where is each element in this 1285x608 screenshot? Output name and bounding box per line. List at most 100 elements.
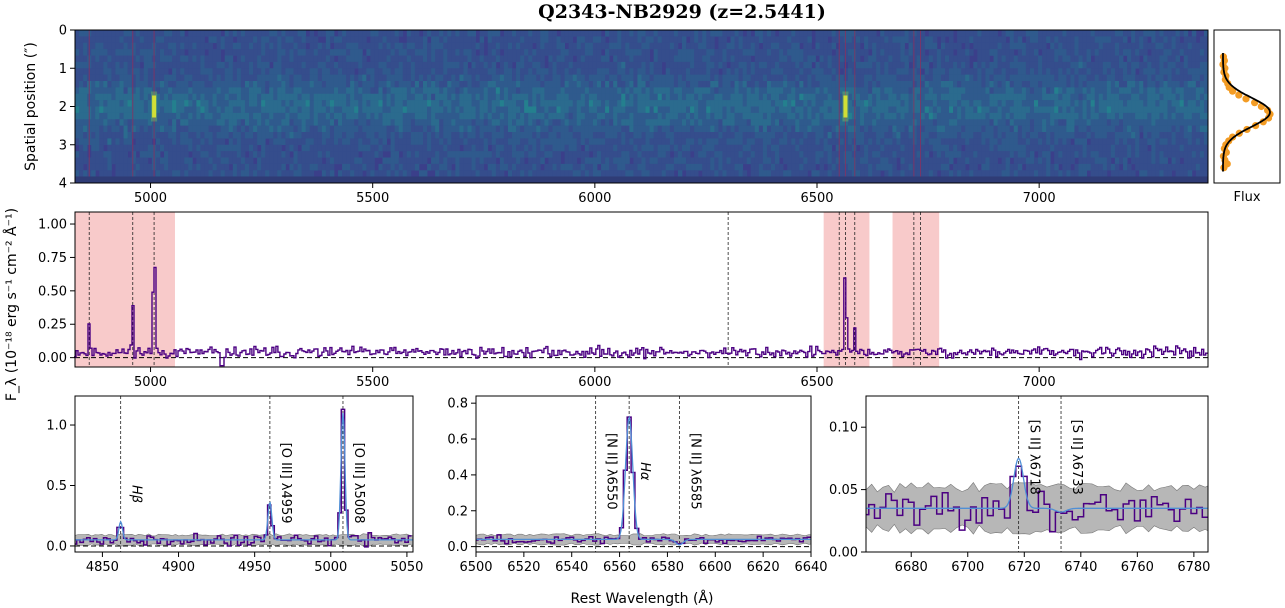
image-pixel: [779, 112, 784, 120]
image-pixel: [1102, 112, 1108, 120]
image-pixel: [1143, 74, 1148, 82]
image-pixel: [338, 138, 343, 146]
image-pixel: [1151, 61, 1156, 69]
image-pixel: [839, 138, 845, 146]
image-pixel: [831, 61, 837, 69]
image-pixel: [633, 100, 638, 107]
image-pixel: [762, 106, 768, 114]
image-pixel: [758, 87, 764, 95]
image-pixel: [1106, 112, 1112, 120]
image-pixel: [79, 49, 84, 56]
image-pixel: [216, 55, 222, 63]
image-pixel: [706, 36, 711, 44]
image-pixel: [686, 112, 691, 120]
image-pixel: [997, 81, 1003, 88]
image-pixel: [584, 74, 590, 82]
image-pixel: [528, 81, 533, 88]
image-pixel: [779, 42, 784, 50]
image-pixel: [362, 68, 367, 75]
image-pixel: [710, 100, 715, 107]
image-pixel: [435, 74, 440, 82]
image-pixel: [143, 36, 149, 44]
image-pixel: [1034, 68, 1039, 75]
image-pixel: [475, 61, 481, 69]
image-pixel: [431, 125, 436, 133]
image-pixel: [164, 93, 169, 101]
image-pixel: [91, 112, 96, 120]
image-pixel: [200, 119, 205, 126]
image-pixel: [342, 93, 347, 101]
image-pixel: [738, 49, 744, 56]
image-pixel: [143, 125, 149, 133]
image-pixel: [993, 55, 998, 63]
image-pixel: [1034, 93, 1039, 101]
image-pixel: [410, 87, 416, 95]
image-pixel: [1171, 93, 1177, 101]
image-pixel: [155, 81, 161, 88]
image-pixel: [576, 93, 582, 101]
image-pixel: [973, 36, 978, 44]
image-pixel: [135, 42, 141, 50]
image-pixel: [847, 36, 853, 44]
image-pixel: [180, 93, 185, 101]
image-pixel: [953, 74, 958, 82]
image-pixel: [479, 49, 485, 56]
image-pixel: [1155, 93, 1160, 101]
image-pixel: [924, 36, 930, 44]
image-pixel: [568, 36, 574, 44]
image-pixel: [868, 81, 873, 88]
image-pixel: [669, 61, 675, 69]
image-pixel: [775, 125, 780, 133]
image-pixel: [1013, 119, 1019, 126]
image-pixel: [164, 132, 169, 139]
image-pixel: [354, 81, 359, 88]
image-pixel: [847, 112, 853, 120]
image-pixel: [119, 132, 124, 139]
image-pixel: [507, 55, 513, 63]
image-pixel: [1050, 42, 1055, 50]
image-pixel: [1155, 81, 1160, 88]
image-pixel: [342, 68, 347, 75]
image-pixel: [880, 68, 885, 75]
image-pixel: [139, 106, 145, 114]
image-pixel: [192, 81, 197, 88]
image-pixel: [1098, 100, 1104, 107]
image-pixel: [1175, 74, 1181, 82]
image-pixel: [285, 119, 290, 126]
image-pixel: [758, 30, 764, 37]
image-pixel: [795, 68, 800, 75]
image-pixel: [613, 61, 618, 69]
image-pixel: [762, 138, 768, 146]
image-pixel: [544, 30, 549, 37]
image-pixel: [131, 119, 137, 126]
image-pixel: [973, 119, 978, 126]
image-pixel: [706, 119, 711, 126]
image-pixel: [382, 93, 387, 101]
image-pixel: [1074, 81, 1079, 88]
image-pixel: [920, 30, 926, 37]
image-pixel: [1034, 132, 1039, 139]
image-pixel: [220, 106, 226, 114]
image-pixel: [957, 100, 962, 107]
image-pixel: [949, 93, 954, 101]
image-pixel: [1021, 55, 1027, 63]
image-pixel: [265, 30, 270, 37]
image-pixel: [329, 68, 335, 75]
image-pixel: [1058, 30, 1063, 37]
image-pixel: [625, 87, 630, 95]
image-pixel: [787, 36, 792, 44]
image-pixel: [418, 81, 424, 88]
image-pixel: [91, 36, 96, 44]
image-pixel: [770, 125, 776, 133]
image-pixel: [900, 68, 905, 75]
image-pixel: [524, 49, 529, 56]
image-pixel: [516, 61, 521, 69]
image-pixel: [746, 36, 752, 44]
image-pixel: [973, 74, 978, 82]
image-pixel: [617, 138, 622, 146]
image-pixel: [499, 125, 505, 133]
image-pixel: [507, 61, 513, 69]
image-pixel: [507, 68, 513, 75]
image-pixel: [107, 61, 112, 69]
image-pixel: [333, 81, 339, 88]
